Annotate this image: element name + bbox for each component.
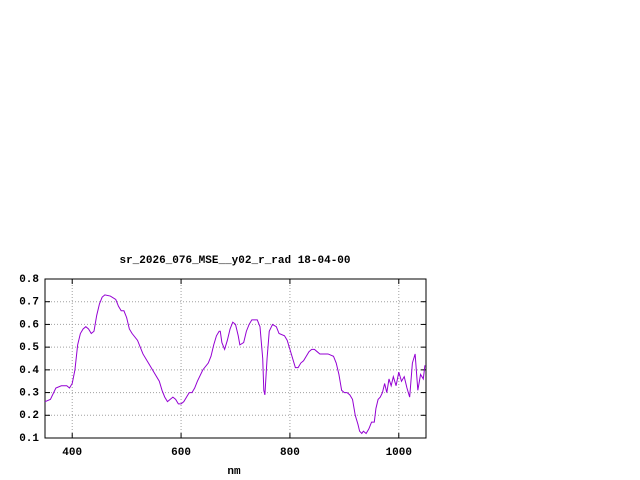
y-tick-label: 0.7 — [19, 297, 39, 309]
x-axis-label: nm — [227, 466, 241, 478]
data-line — [44, 294, 426, 435]
y-tick-label: 0.8 — [19, 274, 39, 286]
y-tick-label: 0.4 — [19, 365, 39, 377]
y-tick-label: 0.1 — [19, 433, 39, 445]
x-tick-label: 400 — [62, 447, 82, 459]
x-tick-label: 600 — [171, 447, 191, 459]
y-tick-label: 0.5 — [19, 342, 39, 354]
y-tick-label: 0.3 — [19, 387, 39, 399]
plot-border — [44, 278, 427, 439]
x-tick-label: 1000 — [386, 447, 412, 459]
y-tick-label: 0.6 — [19, 319, 39, 331]
y-tick-label: 0.2 — [19, 410, 39, 422]
x-tick-label: 800 — [280, 447, 300, 459]
chart-title: sr_2026_076_MSE__y02_r_rad 18-04-00 — [119, 255, 350, 267]
